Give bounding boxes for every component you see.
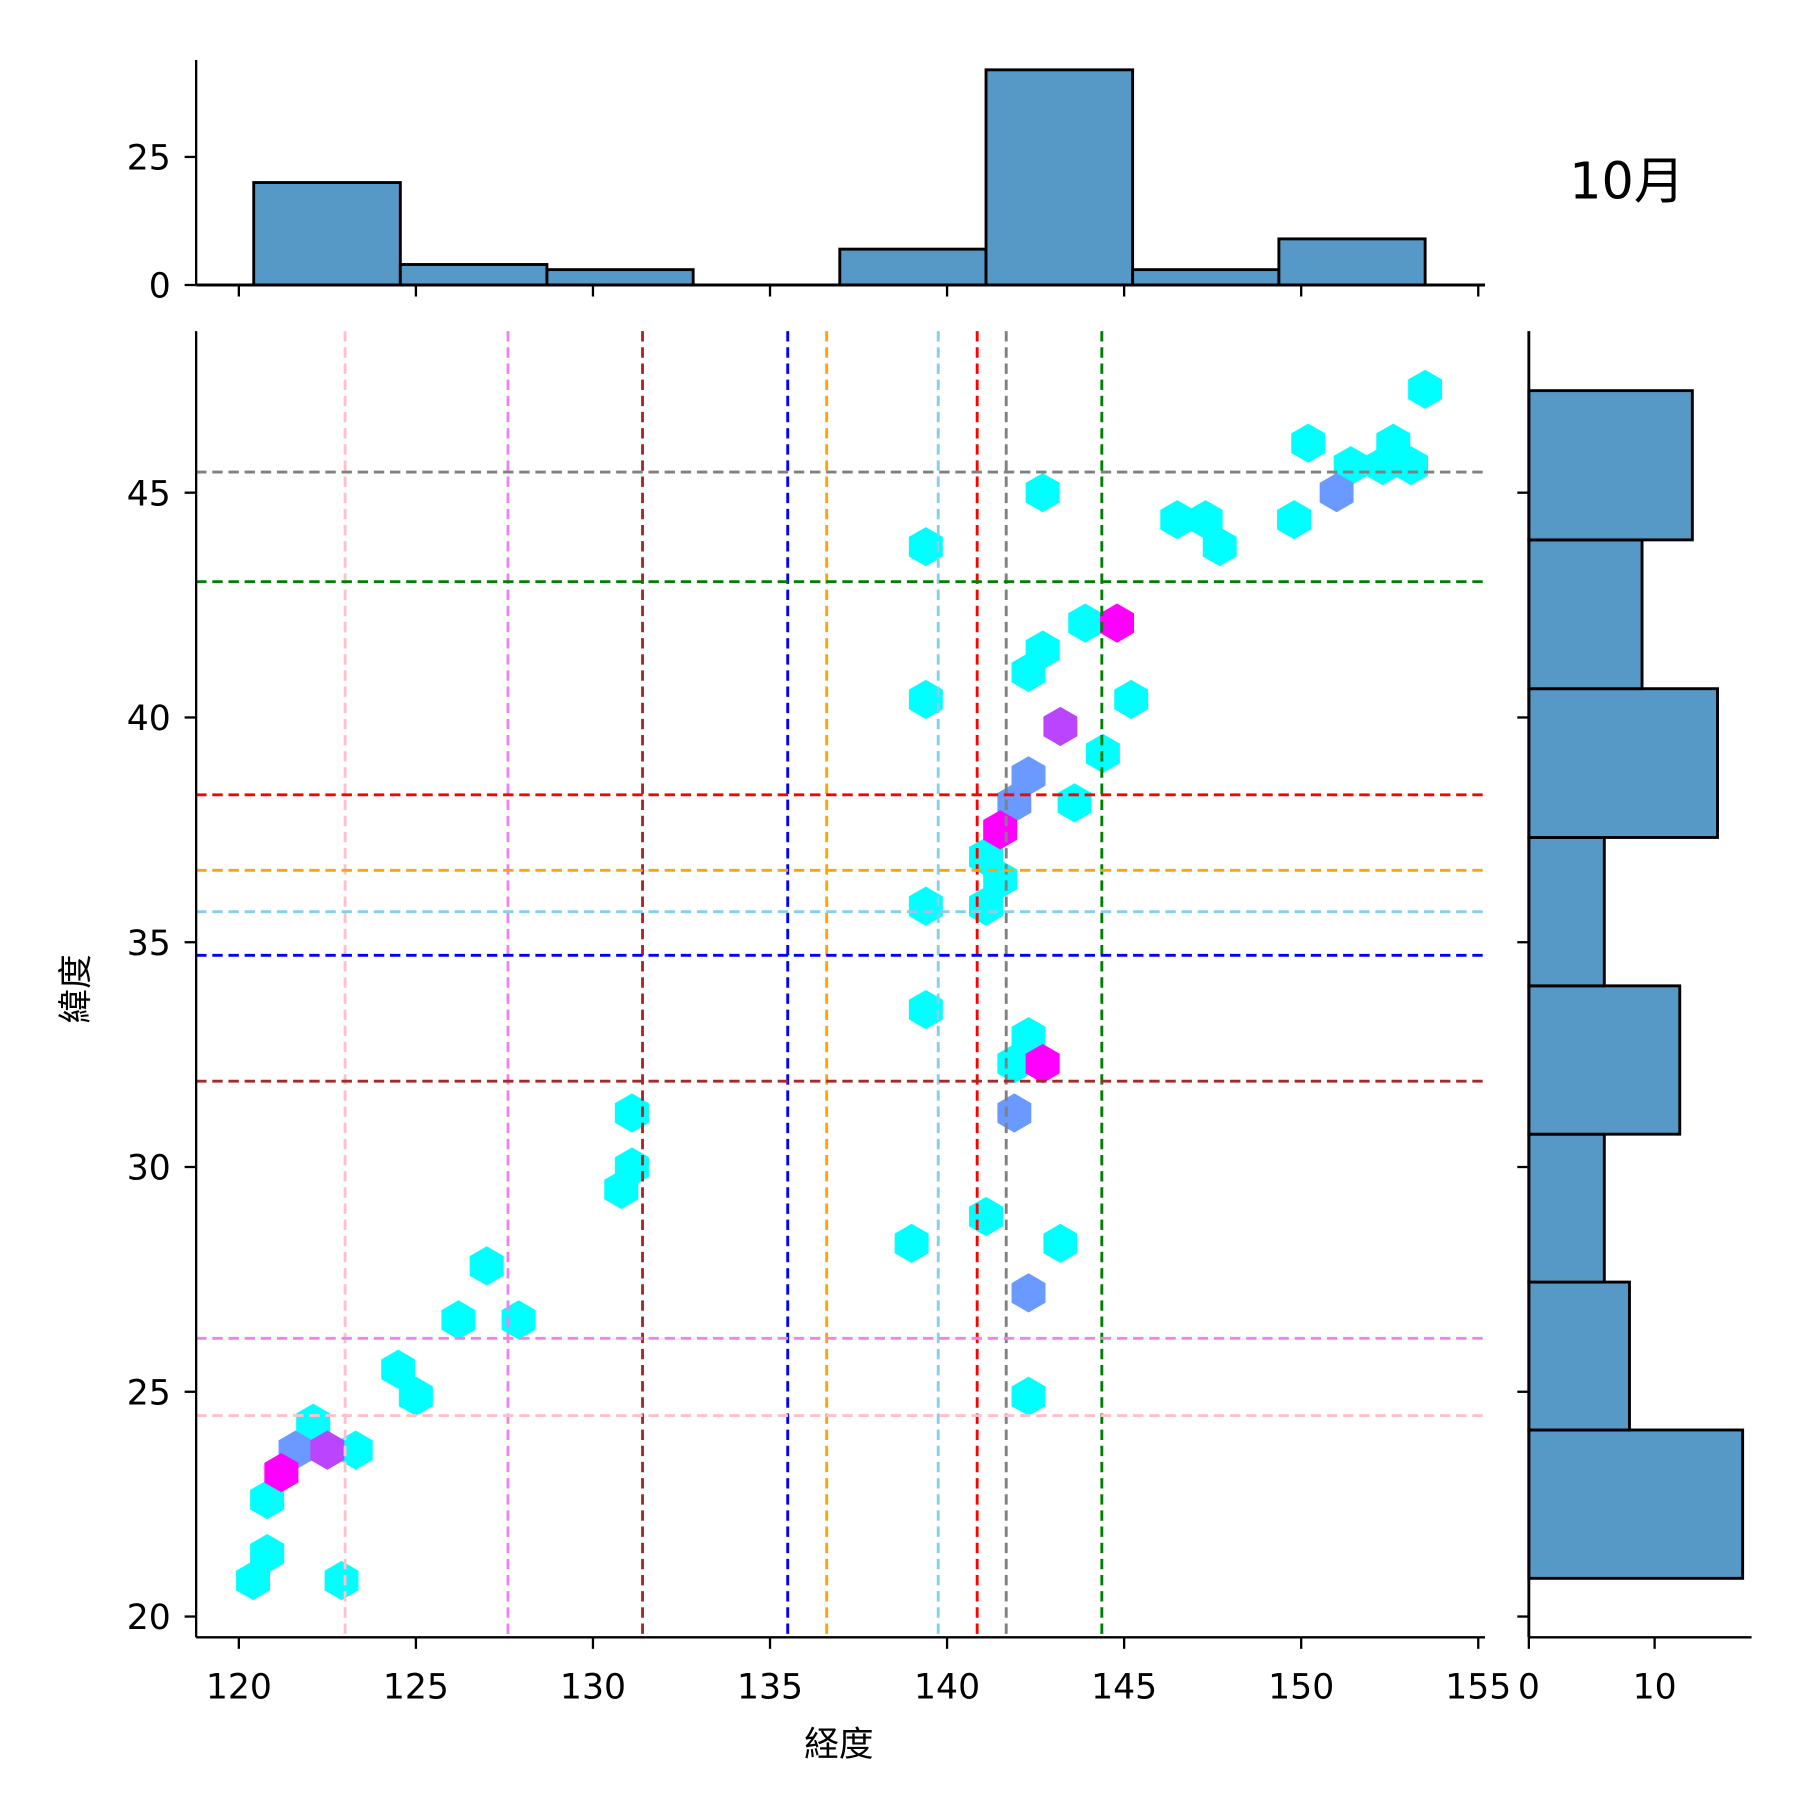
hexbin-cell [1333,446,1368,486]
hexbin-cell [1011,1017,1046,1057]
histogram-bar [1527,389,1694,542]
x-tick-label: 135 [737,1667,803,1707]
histogram-bar [1527,1280,1631,1432]
right-histogram: 0 10 [1517,331,1752,1707]
y-tick-label: 45 [127,474,171,514]
histogram-bar [1527,1132,1606,1284]
hexbin-cell [324,1560,359,1601]
hexbin-cell [501,1300,536,1340]
x-tick-label: 140 [914,1667,980,1707]
top-hist-y-tick-label: 0 [149,267,171,307]
hexbin-cell [1057,783,1092,823]
x-tick-label: 145 [1091,1667,1157,1707]
hexbin-cell [398,1376,433,1416]
hexbin-cell [250,1534,285,1574]
hexbin-cell [604,1169,639,1210]
x-tick-label: 155 [1445,1667,1511,1707]
histogram-bar [398,263,549,287]
hexbin-cell [469,1246,504,1286]
x-tick-label: 125 [383,1667,449,1707]
hexbin-cell [1011,756,1046,796]
hexbin-cell [997,1093,1032,1133]
hexbin-cell [441,1300,476,1340]
hexbin-cell [1319,473,1354,513]
hexbin-cell [1011,1376,1046,1416]
hexbin-cell [908,886,943,926]
y-tick-label: 35 [127,924,171,964]
hexbin-cell [236,1560,270,1601]
histogram-bar [1527,687,1719,839]
hexbin-cell [969,1196,1004,1237]
hexbin-cell [1011,652,1046,693]
right-hist-x-tick-label: 10 [1633,1667,1677,1707]
hexbin-cell [983,810,1018,850]
hexbin-cell [908,527,943,567]
hexbin-cell [894,1223,929,1263]
histogram-bar [1527,1428,1745,1580]
hexbin-cell [908,990,943,1030]
histogram-bar [252,181,402,287]
hexbin-cell [296,1403,331,1443]
hexbin-cell [1202,527,1237,567]
hexbin-cell [1277,500,1312,540]
x-axis-label: 経度 [804,1725,873,1765]
y-tick-label: 30 [127,1149,171,1189]
histogram-bar [838,247,988,287]
histogram-bar [1527,984,1682,1136]
y-tick-label: 20 [127,1598,171,1638]
hexbin-cell [1011,1273,1046,1313]
hexbin-cell [1114,679,1149,720]
histogram-bar [1131,268,1281,287]
hexbin-cell [614,1093,649,1133]
y-tick-label: 40 [127,699,171,739]
histogram-bar [545,268,695,287]
hexbin-cell [1188,500,1223,540]
hexbin-cell [250,1480,285,1520]
hexbin-cell [1160,500,1195,540]
x-tick-label: 120 [206,1667,272,1707]
hexbin-cell [1393,446,1428,486]
histogram-bar [1527,538,1644,691]
top-histogram: 0 25 [127,59,1485,307]
hexbin-cell [1100,603,1134,643]
hexbin-cell [908,679,943,720]
y-tick-label: 25 [127,1373,171,1413]
hexbin-cell [1025,1044,1060,1084]
hexbin-cell [310,1430,345,1470]
right-hist-x-tick-label: 0 [1518,1667,1540,1707]
hexbin-cell [1043,706,1078,747]
hexbin-cell [1043,1223,1078,1263]
x-tick-label: 130 [560,1667,626,1707]
hexbin-cell [264,1453,299,1493]
hexbin-cell [997,1044,1032,1084]
hexbin-cell [1068,603,1103,643]
hexbin-cell [1408,369,1443,409]
main-plot: 120 125 130 135 140 145 150 155 20 25 30 35 40 45 [127,331,1511,1707]
histogram-bar [984,68,1135,287]
chart-title: 10月 [1569,151,1684,210]
top-hist-y-tick-label: 25 [127,139,171,179]
x-tick-label: 150 [1268,1667,1334,1707]
hexbin-cell [338,1430,373,1470]
hexbin-cell [1025,473,1060,513]
hexbin-cell [1291,423,1326,463]
histogram-bar [1527,836,1606,988]
hexbin-cell [381,1349,416,1389]
histogram-bar [1277,237,1427,287]
y-axis-label: 緯度 [57,954,97,1023]
